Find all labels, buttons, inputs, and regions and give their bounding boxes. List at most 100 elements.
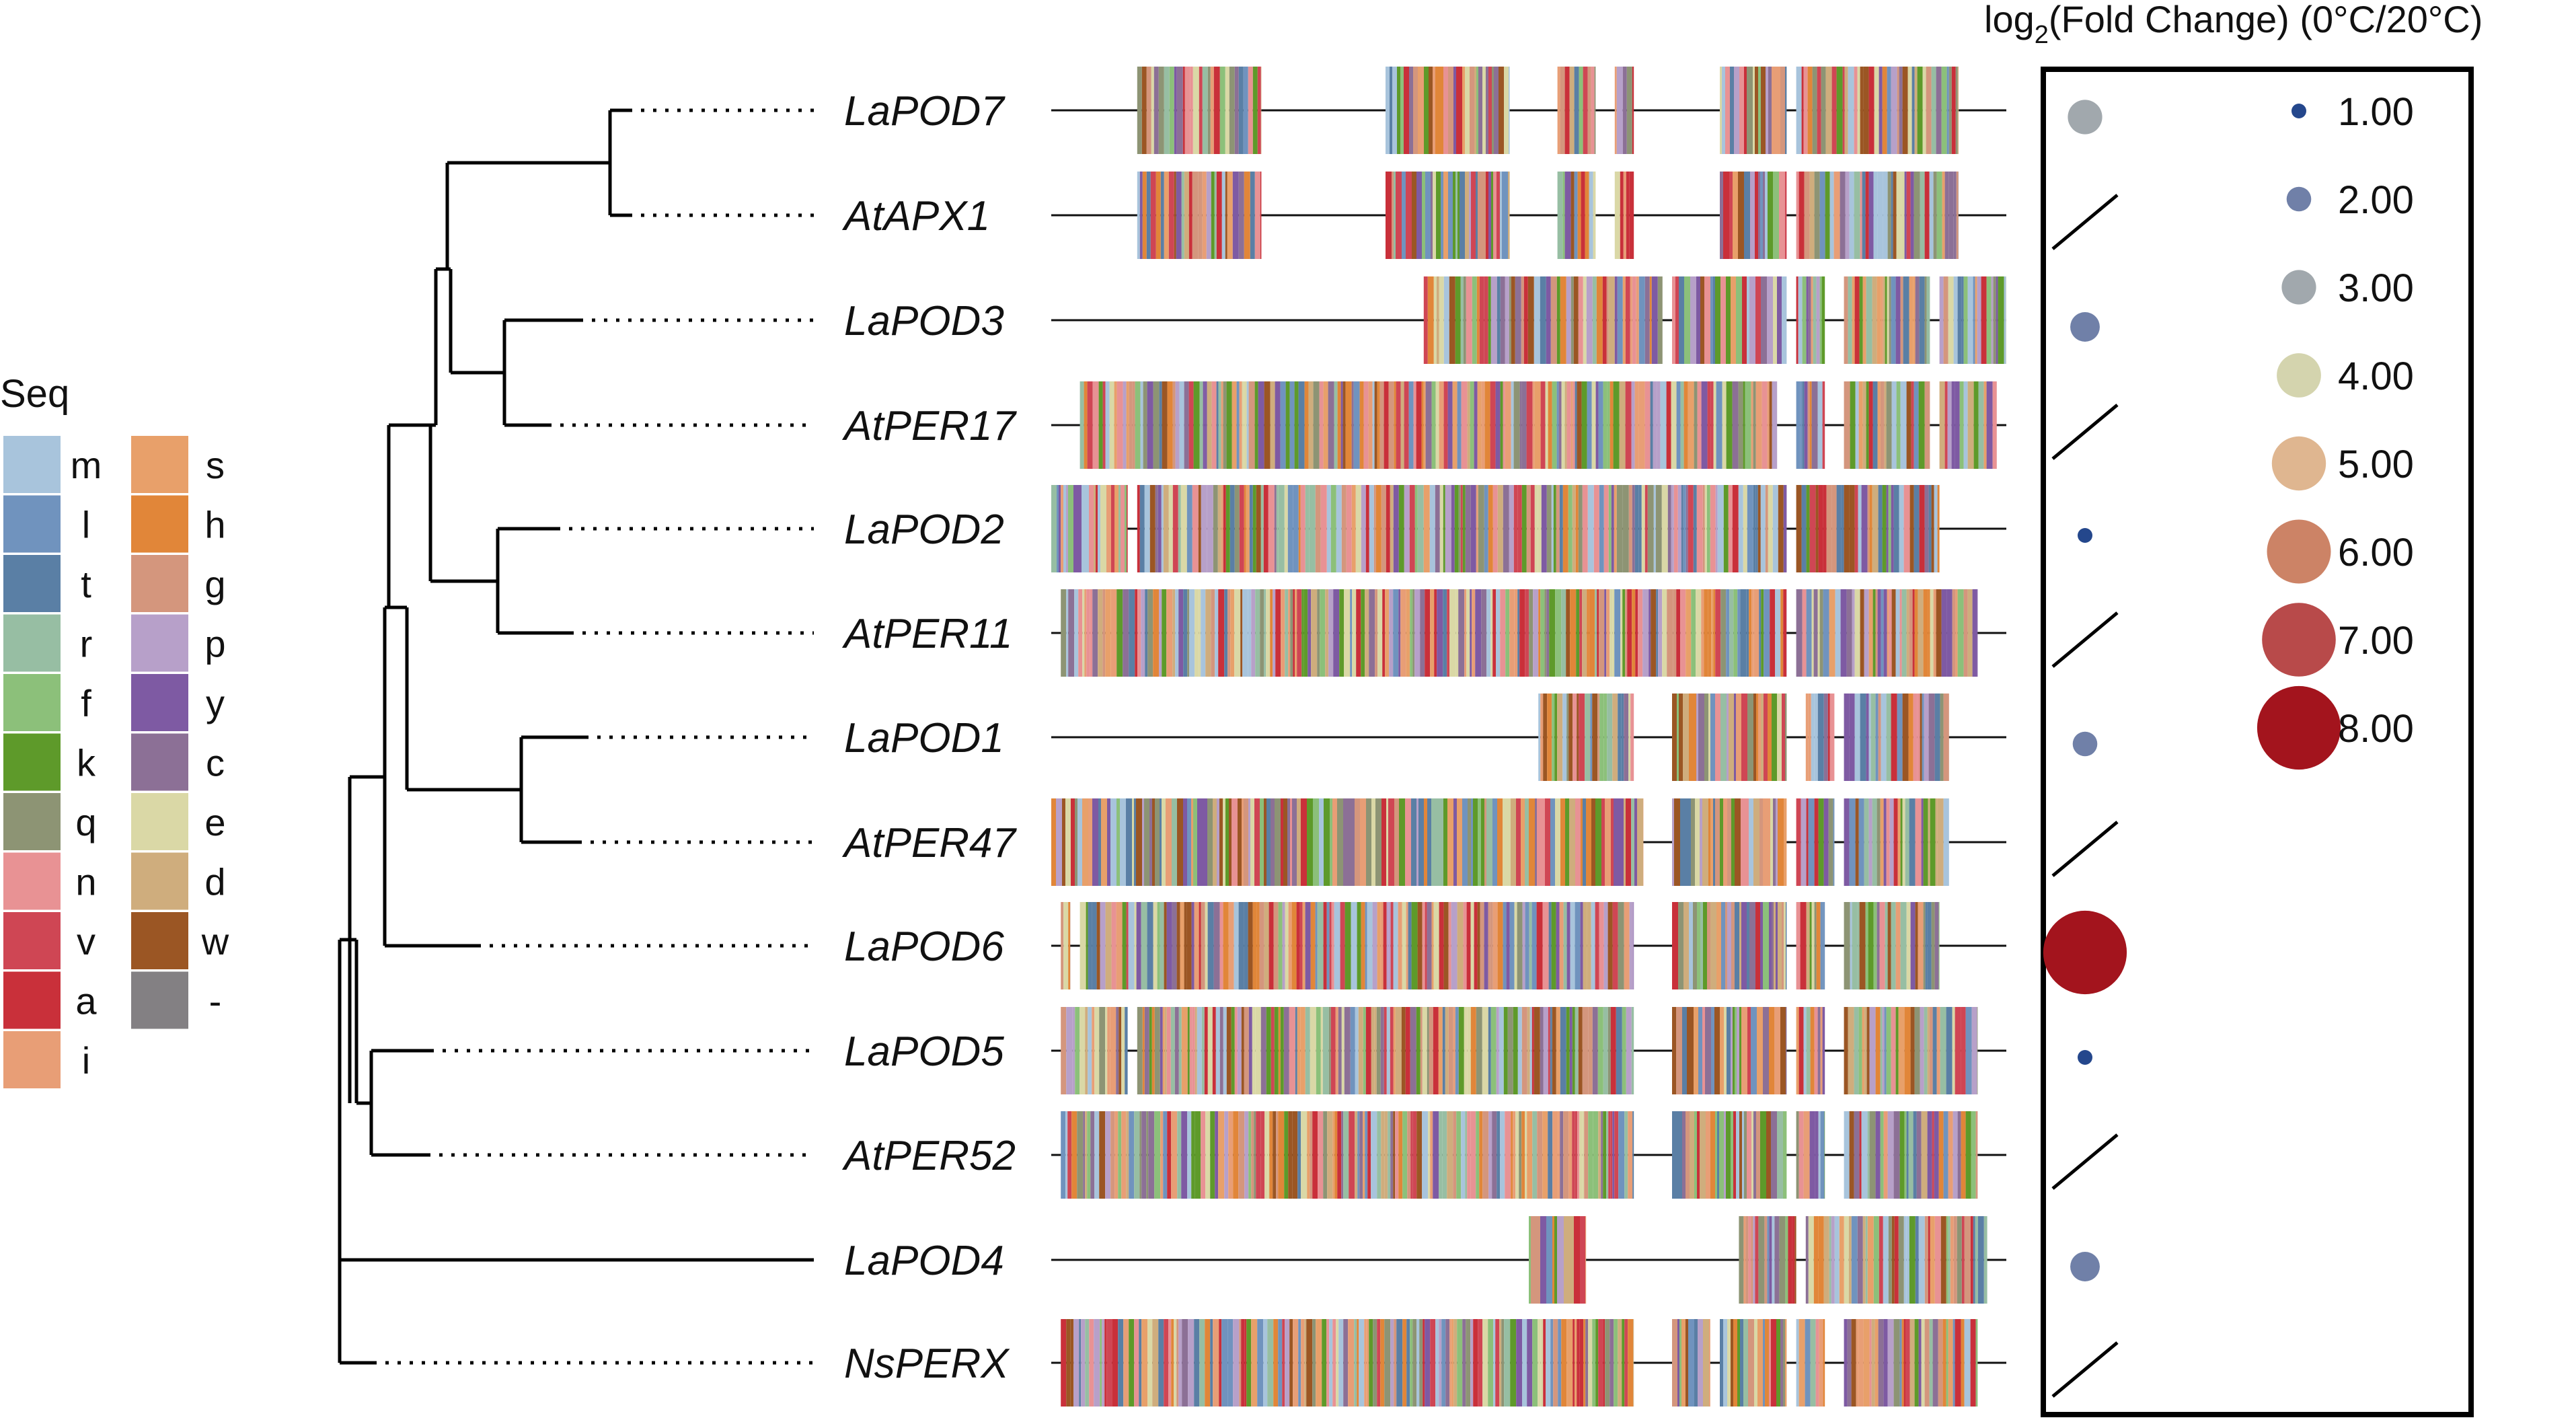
residue-stripe [1490,902,1493,989]
residue-stripe [1242,798,1244,886]
gene-label-lapod5: LaPOD5 [844,1028,1004,1075]
residue-stripe [1765,485,1768,572]
residue-stripe [1553,485,1556,572]
residue-stripe [1248,798,1250,886]
residue-stripe [1308,589,1312,677]
residue-stripe [1849,485,1855,572]
residue-stripe [1180,485,1187,572]
residue-stripe [1365,589,1369,677]
residue-stripe [1595,798,1601,886]
residue-stripe [1851,1319,1856,1407]
residue-stripe [1134,902,1137,989]
residue-stripe [1310,1007,1316,1094]
residue-stripe [1252,902,1257,989]
residue-stripe [1519,1111,1522,1199]
residue-stripe [1298,381,1305,469]
residue-stripe [1082,589,1085,677]
residue-stripe [1405,1007,1410,1094]
residue-stripe [1456,1111,1462,1199]
residue-stripe [1373,485,1376,572]
residue-stripe [1260,1111,1265,1199]
residue-stripe [1920,172,1925,259]
residue-stripe [1430,589,1435,677]
residue-stripe [1204,1007,1208,1094]
residue-stripe [1868,381,1873,469]
seq-legend-letter: w [201,920,229,963]
residue-stripe [1151,1007,1155,1094]
residue-stripe [1129,1319,1135,1407]
residue-stripe [1753,694,1756,781]
residue-stripe [1303,589,1308,677]
fold-change-legend-label: 3.00 [2338,266,2414,310]
residue-stripe [1619,381,1626,469]
residue-stripe [1201,485,1207,572]
residue-stripe [1557,694,1563,781]
residue-stripe [1802,381,1805,469]
residue-stripe [1747,276,1749,364]
residue-stripe [1435,381,1439,469]
residue-stripe [1407,1111,1411,1199]
residue-stripe [1537,798,1541,886]
residue-stripe [1887,67,1891,154]
residue-stripe [1189,1007,1192,1094]
residue-stripe [1361,589,1365,677]
residue-stripe [1449,589,1456,677]
residue-stripe [1098,485,1100,572]
residue-stripe [1577,172,1581,259]
residue-stripe [1417,902,1423,989]
residue-stripe [1144,798,1149,886]
residue-stripe [1800,902,1807,989]
residue-stripe [1510,1319,1517,1407]
residue-stripe [1611,485,1614,572]
residue-stripe [1811,276,1813,364]
alignment-block [1939,381,1997,469]
gene-label-lapod3: LaPOD3 [844,298,1004,344]
residue-stripe [1749,902,1755,989]
gene-label-lapod1: LaPOD1 [844,715,1004,761]
residue-stripe [1840,589,1847,677]
residue-stripe [1126,798,1132,886]
residue-stripe [1529,1007,1532,1094]
residue-stripe [1944,172,1949,259]
residue-stripe [1612,694,1618,781]
residue-stripe [1515,1111,1519,1199]
residue-stripe [1538,694,1541,781]
residue-stripe [1638,589,1643,677]
alignment-row-atper11 [1051,589,2006,677]
residue-stripe [1306,1319,1313,1407]
residue-stripe [1492,67,1494,154]
residue-stripe [1872,381,1878,469]
residue-stripe [1882,67,1887,154]
residue-stripe [1205,1111,1211,1199]
residue-stripe [1460,485,1463,572]
residue-stripe [1929,1319,1933,1407]
residue-stripe [1764,694,1768,781]
residue-stripe [1906,172,1911,259]
residue-stripe [1796,798,1801,886]
residue-stripe [1389,589,1394,677]
residue-stripe [1462,67,1465,154]
residue-stripe [1849,1111,1854,1199]
residue-stripe [1254,172,1260,259]
residue-stripe [1734,694,1736,781]
residue-stripe [1246,485,1250,572]
residue-stripe [1584,1111,1589,1199]
residue-stripe [1649,589,1651,677]
residue-stripe [1614,798,1618,886]
residue-stripe [1701,589,1704,677]
residue-stripe [1893,172,1897,259]
residue-stripe [1505,381,1511,469]
residue-stripe [1854,172,1860,259]
residue-stripe [1562,172,1565,259]
residue-stripe [1817,694,1824,781]
residue-stripe [1901,589,1907,677]
alignment-row-lapod6 [1051,902,2006,989]
residue-stripe [1908,694,1914,781]
residue-stripe [1655,485,1662,572]
residue-stripe [1330,485,1336,572]
residue-stripe [1096,902,1100,989]
residue-stripe [1129,381,1133,469]
residue-stripe [1092,798,1094,886]
residue-stripe [1866,694,1869,781]
residue-stripe [1390,67,1392,154]
